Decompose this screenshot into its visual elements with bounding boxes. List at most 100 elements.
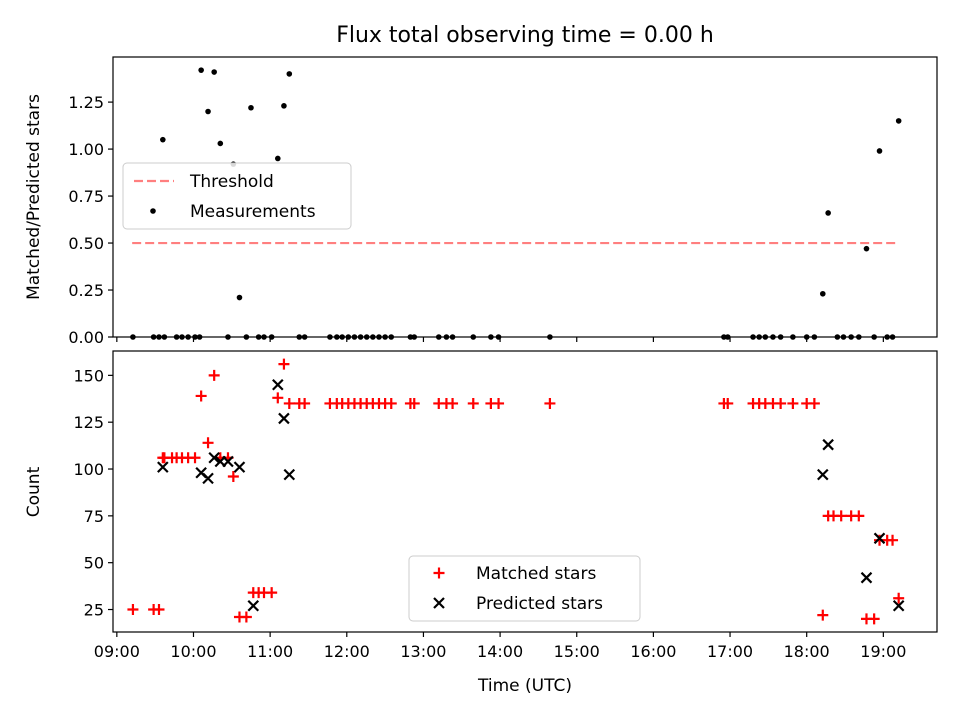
legend-threshold-label: Threshold <box>189 172 274 192</box>
y-tick-label: 0.75 <box>68 187 104 206</box>
data-point <box>205 108 211 115</box>
ratio-panel: 0.00 0.25 0.50 0.75 1.00 1.25 Threshold Measure… <box>68 56 938 347</box>
x-tick-label: 13:00 <box>400 642 446 661</box>
data-point <box>822 438 834 451</box>
data-point <box>202 437 214 449</box>
y-tick-label: 1.25 <box>68 93 104 112</box>
x-tick-label: 17:00 <box>707 642 753 661</box>
data-point <box>892 599 905 612</box>
data-point <box>283 397 295 409</box>
data-point <box>157 461 169 473</box>
y-tick-label: 75 <box>84 507 104 526</box>
series-matched-stars <box>127 358 905 625</box>
data-point <box>860 571 873 584</box>
x-tick-label: 14:00 <box>477 642 523 661</box>
data-point <box>299 397 311 409</box>
data-point <box>868 613 880 625</box>
data-point <box>266 587 278 599</box>
data-point <box>153 604 165 616</box>
data-point <box>217 140 224 147</box>
data-point <box>876 148 883 154</box>
y-tick-label: 0.00 <box>68 328 104 347</box>
data-point <box>467 397 479 409</box>
y-tick-label: 0.50 <box>68 234 104 253</box>
data-point <box>208 369 220 381</box>
data-point <box>248 104 254 111</box>
data-point <box>160 136 166 143</box>
y-tick-label: 125 <box>73 413 104 432</box>
legend-matched-swatch <box>433 567 445 579</box>
x-tick-label: 12:00 <box>324 642 370 661</box>
x-axis-label: Time (UTC) <box>477 676 572 696</box>
data-point <box>189 452 201 464</box>
data-point <box>236 294 243 301</box>
x-tick-label: 18:00 <box>784 642 830 661</box>
y-tick-label: 0.25 <box>68 281 104 300</box>
data-point <box>278 412 290 425</box>
data-point <box>817 468 829 481</box>
data-point <box>272 378 284 391</box>
legend-predicted-label: Predicted stars <box>476 594 603 614</box>
data-point <box>887 534 899 546</box>
data-point <box>385 397 397 409</box>
data-point <box>775 397 787 409</box>
data-point <box>544 397 556 409</box>
y-tick-label: 50 <box>84 554 104 573</box>
data-point <box>873 532 886 545</box>
x-tick-label: 10:00 <box>170 642 216 661</box>
x-tick-label: 16:00 <box>630 642 676 661</box>
data-point <box>278 358 290 370</box>
data-point <box>808 397 820 409</box>
x-tick-label: 15:00 <box>554 642 600 661</box>
legend-measurements-label: Measurements <box>190 202 316 222</box>
data-point <box>240 611 252 623</box>
data-point <box>819 290 826 297</box>
data-point <box>853 510 865 522</box>
data-point <box>195 390 207 402</box>
data-point <box>787 397 799 409</box>
data-point <box>863 245 870 252</box>
series-predicted-stars <box>157 378 905 612</box>
count-y-axis-label: Count <box>24 466 44 517</box>
data-point <box>817 609 829 621</box>
data-point <box>247 599 260 612</box>
y-tick-label: 25 <box>84 601 104 620</box>
data-point <box>493 397 505 409</box>
data-point <box>835 510 847 522</box>
legend-matched-label: Matched stars <box>476 564 596 584</box>
y-tick-label: 1.00 <box>68 140 104 159</box>
legend: Matched stars Predicted stars <box>408 555 641 622</box>
legend-box <box>122 162 352 230</box>
y-tick-label: 100 <box>73 460 104 479</box>
ratio-y-axis-label: Matched/Predicted stars <box>24 94 44 300</box>
data-point <box>893 592 905 604</box>
legend: Threshold Measurements <box>122 162 352 230</box>
data-point <box>825 210 831 216</box>
data-point <box>447 397 459 409</box>
plot-frame <box>112 350 938 633</box>
data-point <box>127 604 139 616</box>
data-point <box>275 155 281 162</box>
data-point <box>208 452 220 464</box>
x-tick-label: 11:00 <box>247 642 293 661</box>
data-point <box>222 455 234 468</box>
legend-measurements-swatch <box>150 208 156 214</box>
data-point <box>895 118 902 124</box>
count-panel: 25 50 75 100 125 150 09:00 10:00 11:00 12:00 13:00… <box>73 350 938 661</box>
data-point <box>211 69 217 75</box>
data-point <box>722 397 734 409</box>
x-tick-label: 09:00 <box>94 642 140 661</box>
chart-title: Flux total observing time = 0.00 h <box>336 23 714 48</box>
legend-box <box>408 555 641 622</box>
data-point <box>408 397 420 409</box>
data-point <box>233 461 246 473</box>
legend-predicted-swatch <box>433 597 445 609</box>
data-point <box>272 392 284 404</box>
data-point <box>198 67 204 73</box>
plot-frame <box>112 56 938 338</box>
x-tick-label: 19:00 <box>860 642 906 661</box>
data-point <box>286 71 293 77</box>
data-point <box>227 471 239 483</box>
